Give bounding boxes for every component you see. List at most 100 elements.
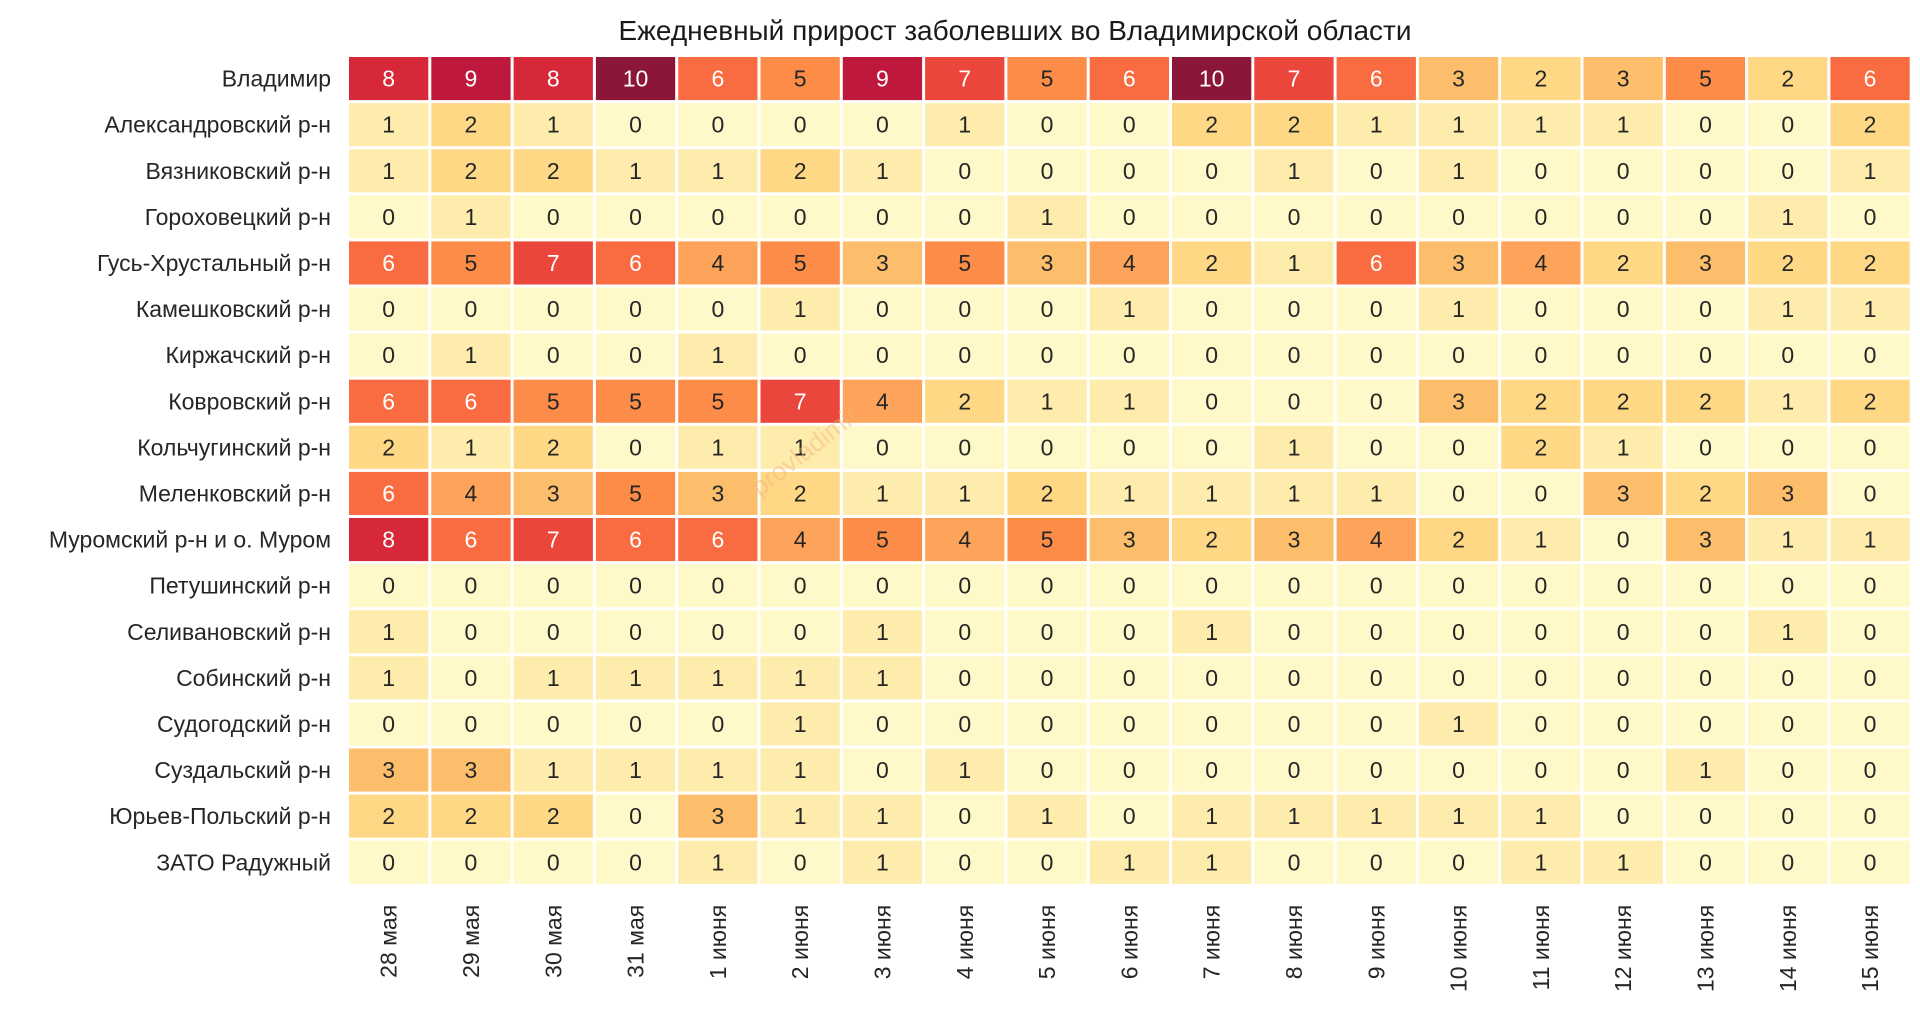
- heatmap-cell: [1089, 287, 1169, 331]
- heatmap-cell: [1089, 794, 1169, 838]
- cell-value-label: 6: [712, 527, 725, 553]
- cell-value-label: 0: [547, 296, 560, 322]
- column-label: 30 мая: [540, 905, 566, 978]
- heatmap-cell: [595, 748, 676, 792]
- heatmap-cell: [760, 610, 840, 654]
- heatmap-cell: [1830, 748, 1910, 792]
- heatmap-cell: [1501, 149, 1581, 193]
- cell-value-label: 0: [958, 619, 971, 645]
- cell-value-label: 0: [1205, 158, 1218, 184]
- heatmap-cell: [431, 748, 511, 792]
- heatmap-cell: [1172, 610, 1252, 654]
- heatmap-cell: [1089, 333, 1169, 377]
- cell-value-label: 2: [1864, 388, 1877, 414]
- cell-value-label: 4: [958, 527, 971, 553]
- cell-value-label: 1: [712, 849, 725, 875]
- heatmap-cell: [1089, 564, 1169, 608]
- heatmap-cell: [925, 748, 1005, 792]
- cell-value-label: 5: [794, 66, 807, 92]
- cell-value-label: 0: [382, 573, 395, 599]
- cell-value-label: 7: [794, 388, 807, 414]
- heatmap-cell: [1665, 564, 1746, 608]
- cell-value-label: 0: [629, 573, 642, 599]
- cell-value-label: 3: [712, 803, 725, 829]
- heatmap-cell: [431, 241, 511, 285]
- cell-value-label: 0: [1699, 573, 1712, 599]
- cell-value-label: 0: [1041, 296, 1054, 322]
- heatmap-cell: [1501, 103, 1581, 147]
- cell-value-label: 1: [1781, 296, 1794, 322]
- cell-value-label: 7: [547, 527, 560, 553]
- cell-value-label: 0: [958, 803, 971, 829]
- cell-value-label: 0: [1123, 434, 1136, 460]
- cell-value-label: 2: [1205, 250, 1218, 276]
- column-label: 29 мая: [458, 905, 484, 978]
- cell-value-label: 6: [465, 388, 478, 414]
- cell-value-label: 0: [794, 619, 807, 645]
- heatmap-cell: [349, 425, 429, 469]
- heatmap-cell: [925, 149, 1005, 193]
- cell-value-label: 0: [465, 296, 478, 322]
- heatmap-cell: [349, 149, 429, 193]
- heatmap-cell: [1172, 57, 1252, 101]
- heatmap-cell: [1830, 379, 1910, 423]
- cell-value-label: 0: [1864, 619, 1877, 645]
- cell-value-label: 1: [958, 481, 971, 507]
- cell-value-label: 0: [547, 573, 560, 599]
- heatmap-cell: [1830, 195, 1910, 239]
- cell-value-label: 0: [1205, 388, 1218, 414]
- heatmap-cell: [1336, 840, 1416, 884]
- cell-value-label: 2: [1452, 527, 1465, 553]
- heatmap-cell: [1748, 149, 1828, 193]
- cell-value-label: 3: [712, 481, 725, 507]
- row-label: Собинский р-н: [176, 665, 331, 691]
- heatmap-cell: [842, 840, 923, 884]
- cell-value-label: 0: [794, 204, 807, 230]
- heatmap-cell: [925, 103, 1005, 147]
- cell-value-label: 5: [547, 388, 560, 414]
- heatmap-cell: [925, 702, 1005, 746]
- row-label: Александровский р-н: [104, 112, 331, 138]
- cell-value-label: 8: [382, 66, 395, 92]
- heatmap-cell: [1665, 333, 1746, 377]
- cell-value-label: 0: [1699, 849, 1712, 875]
- cell-value-label: 1: [876, 619, 889, 645]
- cell-value-label: 6: [382, 388, 395, 414]
- heatmap-cell: [678, 57, 758, 101]
- cell-value-label: 1: [1535, 849, 1548, 875]
- cell-value-label: 0: [382, 204, 395, 230]
- heatmap-cell: [678, 195, 758, 239]
- cell-value-label: 0: [1535, 573, 1548, 599]
- heatmap-cell: [1007, 656, 1087, 700]
- heatmap-cell: [1501, 564, 1581, 608]
- cell-value-label: 0: [629, 619, 642, 645]
- row-label: Юрьев-Польский р-н: [109, 803, 331, 829]
- cell-value-label: 5: [1041, 527, 1054, 553]
- row-label: Владимир: [222, 66, 331, 92]
- cell-value-label: 0: [876, 573, 889, 599]
- heatmap-cell: [595, 518, 676, 562]
- cell-value-label: 1: [1041, 803, 1054, 829]
- heatmap-cell: [1665, 425, 1746, 469]
- cell-value-label: 0: [1617, 158, 1630, 184]
- heatmap-cell: [1748, 241, 1828, 285]
- cell-value-label: 0: [958, 204, 971, 230]
- column-label: 3 июня: [869, 905, 895, 979]
- heatmap-cell: [1254, 333, 1334, 377]
- cell-value-label: 0: [1781, 711, 1794, 737]
- heatmap-cell: [760, 794, 840, 838]
- heatmap-cell: [349, 564, 429, 608]
- heatmap-cell: [1254, 748, 1334, 792]
- cell-value-label: 2: [1205, 527, 1218, 553]
- heatmap-cell: [431, 840, 511, 884]
- cell-value-label: 1: [712, 665, 725, 691]
- cell-value-label: 0: [794, 573, 807, 599]
- cell-value-label: 0: [958, 434, 971, 460]
- heatmap-cell: [925, 518, 1005, 562]
- cell-value-label: 0: [1452, 481, 1465, 507]
- cell-value-label: 6: [1864, 66, 1877, 92]
- cell-value-label: 0: [1288, 757, 1301, 783]
- cell-value-label: 0: [958, 342, 971, 368]
- heatmap-cell: [1501, 748, 1581, 792]
- cell-value-label: 3: [1617, 481, 1630, 507]
